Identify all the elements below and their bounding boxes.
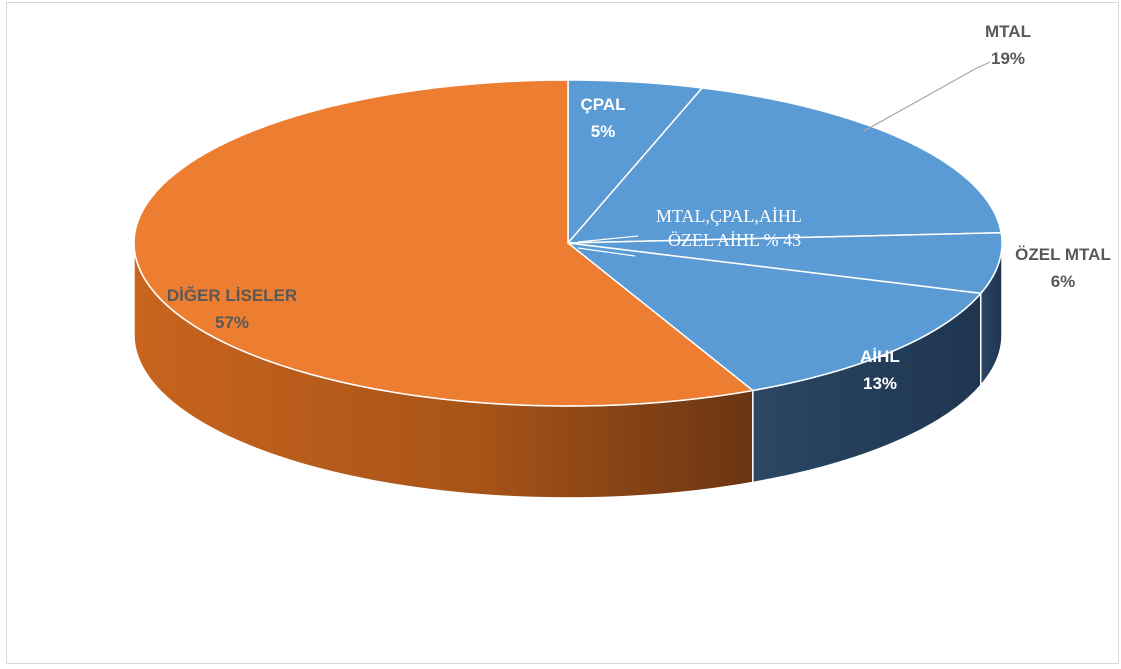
slice-mtal xyxy=(566,87,1003,244)
slice-value-ozel-mtal: 6% xyxy=(1051,272,1076,291)
annotation-line-1: MTAL,ÇPAL,AİHL xyxy=(656,206,802,226)
leader-line-mtal xyxy=(863,61,991,132)
slice-diger-liseler xyxy=(133,79,755,407)
slice-value-cpal: 5% xyxy=(591,122,616,141)
slice-cpal xyxy=(567,79,704,246)
slice-label-mtal: MTAL xyxy=(985,22,1031,41)
annotation-pointer-2 xyxy=(577,247,636,257)
slice-value-aihl: 13% xyxy=(863,374,897,393)
slice-value-diger-liseler: 57% xyxy=(215,313,249,332)
slice-value-mtal: 19% xyxy=(991,49,1025,68)
slice-label-cpal: ÇPAL xyxy=(580,95,625,114)
slice-label-ozel-mtal: ÖZEL MTAL xyxy=(1015,245,1111,264)
slice-aihl xyxy=(565,241,983,392)
annotation-pointer-1 xyxy=(577,235,639,243)
slice-ozel-mtal xyxy=(567,232,1003,295)
annotation-line-2: ÖZEL AİHL % 43 xyxy=(668,230,801,250)
slice-label-diger-liseler: DİĞER LİSELER xyxy=(167,286,297,305)
slice-label-aihl: AİHL xyxy=(860,347,900,366)
